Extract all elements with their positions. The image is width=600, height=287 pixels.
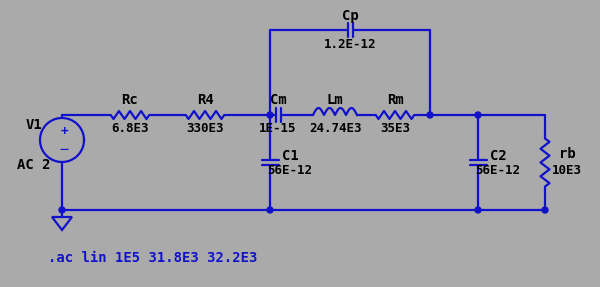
Text: 1.2E-12: 1.2E-12 [324, 38, 376, 51]
Text: Cm: Cm [269, 93, 286, 107]
Text: 24.74E3: 24.74E3 [309, 123, 361, 135]
Text: 35E3: 35E3 [380, 123, 410, 135]
Text: Lm: Lm [326, 93, 343, 107]
Text: 56E-12: 56E-12 [476, 164, 521, 177]
Text: 6.8E3: 6.8E3 [111, 123, 149, 135]
Text: C2: C2 [490, 148, 506, 162]
Text: C1: C1 [281, 148, 298, 162]
Text: +: + [60, 125, 68, 139]
Text: V1: V1 [26, 118, 43, 132]
Circle shape [475, 207, 481, 213]
Text: Cp: Cp [341, 9, 358, 23]
Circle shape [267, 207, 273, 213]
Circle shape [59, 207, 65, 213]
Circle shape [267, 112, 273, 118]
Circle shape [475, 112, 481, 118]
Text: R4: R4 [197, 93, 214, 107]
Text: 330E3: 330E3 [186, 123, 224, 135]
Text: 1E-15: 1E-15 [259, 123, 297, 135]
Text: rb: rb [559, 148, 575, 162]
Text: 56E-12: 56E-12 [268, 164, 313, 177]
Text: Rc: Rc [122, 93, 139, 107]
Text: 10E3: 10E3 [552, 164, 582, 177]
Circle shape [427, 112, 433, 118]
Text: −: − [59, 141, 68, 156]
Circle shape [542, 207, 548, 213]
Text: Rm: Rm [386, 93, 403, 107]
Text: AC 2: AC 2 [17, 158, 51, 172]
Text: .ac lin 1E5 31.8E3 32.2E3: .ac lin 1E5 31.8E3 32.2E3 [48, 251, 257, 265]
